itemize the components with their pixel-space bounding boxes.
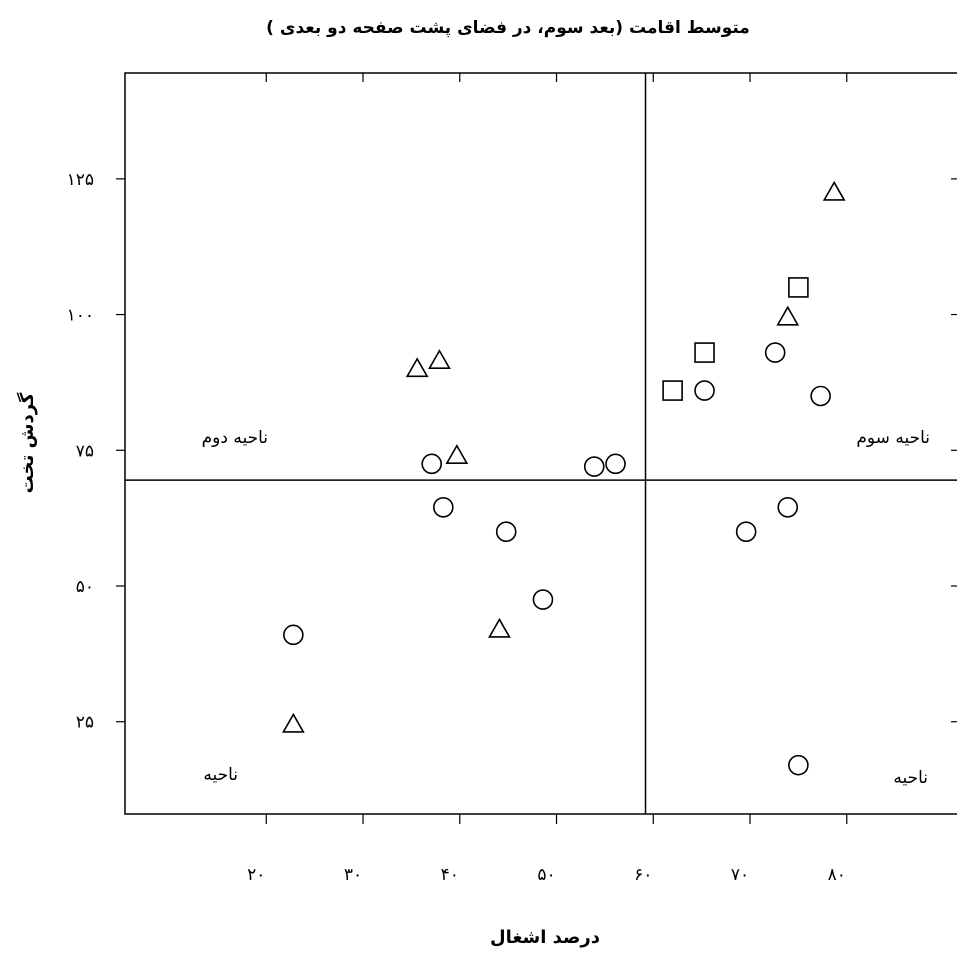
circle-point bbox=[605, 453, 626, 475]
region-label: ناحیه bbox=[203, 765, 238, 785]
circle-point bbox=[764, 342, 786, 363]
square-point bbox=[662, 380, 683, 401]
region-labels: ناحیه دوم ناحیه سوم ناحیه ناحیه bbox=[202, 428, 930, 788]
region-label: ناحیه سوم bbox=[856, 428, 930, 448]
x-tick-label: ۵۰ bbox=[537, 865, 555, 885]
square-point bbox=[788, 277, 809, 298]
circle-point bbox=[532, 589, 554, 610]
x-tick-label: ۲۰ bbox=[247, 865, 265, 885]
chart-title: متوسط اقامت (بعد سوم، در فضای پشت صفحه د… bbox=[266, 18, 750, 38]
triangle-point bbox=[428, 349, 451, 370]
circle-point bbox=[694, 380, 715, 401]
y-tick-label: ۱۰۰ bbox=[67, 306, 94, 326]
data-points bbox=[281, 180, 846, 776]
circle-point bbox=[495, 521, 517, 543]
circle-point bbox=[777, 496, 799, 518]
circle-point bbox=[283, 624, 304, 646]
y-axis-ticks: ۲۵ ۵۰ ۷۵ ۱۰۰ ۱۲۵ bbox=[67, 170, 957, 733]
x-tick-label: ۸۰ bbox=[828, 865, 846, 885]
x-tick-label: ۷۰ bbox=[731, 865, 749, 885]
square-point bbox=[694, 342, 715, 363]
plot-frame bbox=[124, 72, 957, 815]
x-axis-ticks: ۲۰ ۳۰ ۴۰ ۵۰ ۶۰ ۷۰ ۸۰ bbox=[247, 73, 848, 885]
circle-point bbox=[735, 521, 757, 543]
x-axis-label: درصد اشغال bbox=[490, 927, 600, 948]
circle-point bbox=[583, 456, 605, 477]
y-tick-label: ۱۲۵ bbox=[67, 170, 94, 190]
triangle-point bbox=[822, 180, 846, 201]
triangle-point bbox=[488, 617, 511, 638]
y-tick-label: ۷۵ bbox=[76, 441, 94, 461]
x-tick-label: ۳۰ bbox=[344, 865, 362, 885]
circle-point bbox=[421, 453, 443, 475]
y-tick-label: ۵۰ bbox=[76, 577, 94, 597]
circle-point bbox=[788, 754, 809, 776]
y-axis-label: گردش تخت bbox=[16, 392, 38, 493]
region-label: ناحیه bbox=[893, 768, 928, 788]
x-tick-label: ۶۰ bbox=[634, 865, 652, 885]
triangle-point bbox=[445, 444, 469, 465]
circle-point bbox=[810, 385, 831, 407]
circle-point bbox=[433, 496, 454, 518]
region-label: ناحیه دوم bbox=[202, 428, 268, 448]
triangle-point bbox=[281, 712, 305, 733]
triangle-point bbox=[405, 357, 429, 378]
x-tick-label: ۴۰ bbox=[441, 865, 459, 885]
triangle-point bbox=[776, 305, 800, 326]
y-tick-label: ۲۵ bbox=[76, 713, 94, 733]
